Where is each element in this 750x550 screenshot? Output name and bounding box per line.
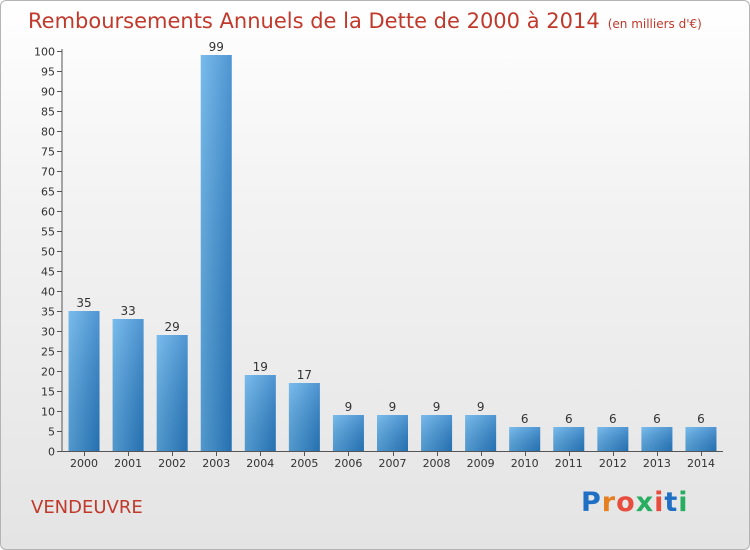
value-label: 6: [609, 412, 617, 426]
x-tick-label: 2004: [246, 457, 274, 470]
bar-shade-2013: [641, 427, 673, 451]
x-tick-label: 2003: [202, 457, 230, 470]
value-label: 17: [297, 368, 312, 382]
logo-letter: r: [601, 487, 617, 518]
value-label: 6: [521, 412, 529, 426]
bar-shade-2008: [421, 415, 453, 451]
bar-shade-2006: [332, 415, 364, 451]
y-tick-label: 75: [41, 146, 55, 159]
x-tick-label: 2007: [379, 457, 407, 470]
y-tick-label: 10: [41, 406, 55, 419]
logo-letter: o: [616, 487, 636, 518]
x-tick-label: 2002: [158, 457, 186, 470]
logo-letter: t: [664, 487, 679, 518]
y-tick-label: 45: [41, 266, 55, 279]
axes-group: 0 5 10 15 20 25 30 35 40 45 50 55 60 65 70 75 80 85 90 95 10…: [34, 46, 723, 459]
value-label: 9: [433, 400, 441, 414]
x-tick-label: 2000: [70, 457, 98, 470]
y-tick-label: 25: [41, 346, 55, 359]
x-tick-label: 2011: [555, 457, 583, 470]
value-label: 29: [165, 320, 180, 334]
proxiti-logo: Proxiti: [581, 487, 689, 518]
value-label: 6: [697, 412, 705, 426]
x-tick-label: 2013: [643, 457, 671, 470]
value-label: 9: [477, 400, 485, 414]
y-tick-label: 90: [41, 86, 55, 99]
y-tick-label: 40: [41, 286, 55, 299]
logo-letter: i: [654, 487, 665, 518]
y-tick-label: 35: [41, 306, 55, 319]
y-tick-label: 55: [41, 226, 55, 239]
y-tick-label: 20: [41, 366, 55, 379]
x-tick-label: 2006: [334, 457, 362, 470]
x-tick-label: 2005: [290, 457, 318, 470]
bar-shade-2004: [244, 375, 276, 451]
x-tick-label: 2001: [114, 457, 142, 470]
x-tick-label: 2012: [599, 457, 627, 470]
y-tick-label: 0: [48, 446, 55, 459]
value-label: 6: [653, 412, 661, 426]
bar-shade-2007: [377, 415, 408, 451]
y-tick-label: 15: [41, 386, 55, 399]
y-tick-label: 5: [48, 426, 55, 439]
chart-title-block: Remboursements Annuels de la Dette de 20…: [28, 9, 702, 33]
bar-shade-2009: [465, 415, 497, 451]
x-tick-label: 2010: [511, 457, 539, 470]
bar-shade-2001: [112, 319, 144, 451]
logo-letter: i: [678, 487, 689, 518]
chart-subtitle: (en milliers d'€): [607, 17, 702, 31]
logo-letter: x: [635, 487, 655, 518]
x-tick-label: 2014: [687, 457, 715, 470]
value-label: 99: [209, 40, 224, 54]
y-tick-label: 100: [34, 46, 55, 59]
y-tick-label: 95: [41, 66, 55, 79]
bar-shade-2014: [685, 427, 717, 451]
town-name: VENDEUVRE: [31, 497, 143, 518]
x-tick-label: 2009: [467, 457, 495, 470]
y-tick-label: 60: [41, 206, 55, 219]
value-label: 35: [76, 296, 91, 310]
bar-shade-2012: [597, 427, 629, 451]
bars-group: [68, 55, 717, 451]
value-label: 9: [345, 400, 353, 414]
value-label: 9: [389, 400, 397, 414]
logo-letter: P: [581, 487, 602, 518]
bar-shade-2011: [553, 427, 585, 451]
value-label: 6: [565, 412, 573, 426]
value-label: 19: [253, 360, 268, 374]
chart-title: Remboursements Annuels de la Dette de 20…: [28, 9, 600, 33]
y-tick-label: 65: [41, 186, 55, 199]
bar-shade-2010: [509, 427, 541, 451]
labels-group: 3520003320012920029920031920041720059200…: [70, 40, 715, 470]
y-tick-label: 50: [41, 246, 55, 259]
y-tick-label: 80: [41, 126, 55, 139]
bar-shade-2003: [200, 55, 232, 451]
y-tick-label: 30: [41, 326, 55, 339]
bar-shade-2005: [288, 383, 320, 451]
x-tick-label: 2008: [423, 457, 451, 470]
bar-shade-2002: [156, 335, 188, 451]
bar-shade-2000: [68, 311, 100, 451]
value-label: 33: [120, 304, 135, 318]
y-tick-label: 70: [41, 166, 55, 179]
y-tick-label: 85: [41, 106, 55, 119]
